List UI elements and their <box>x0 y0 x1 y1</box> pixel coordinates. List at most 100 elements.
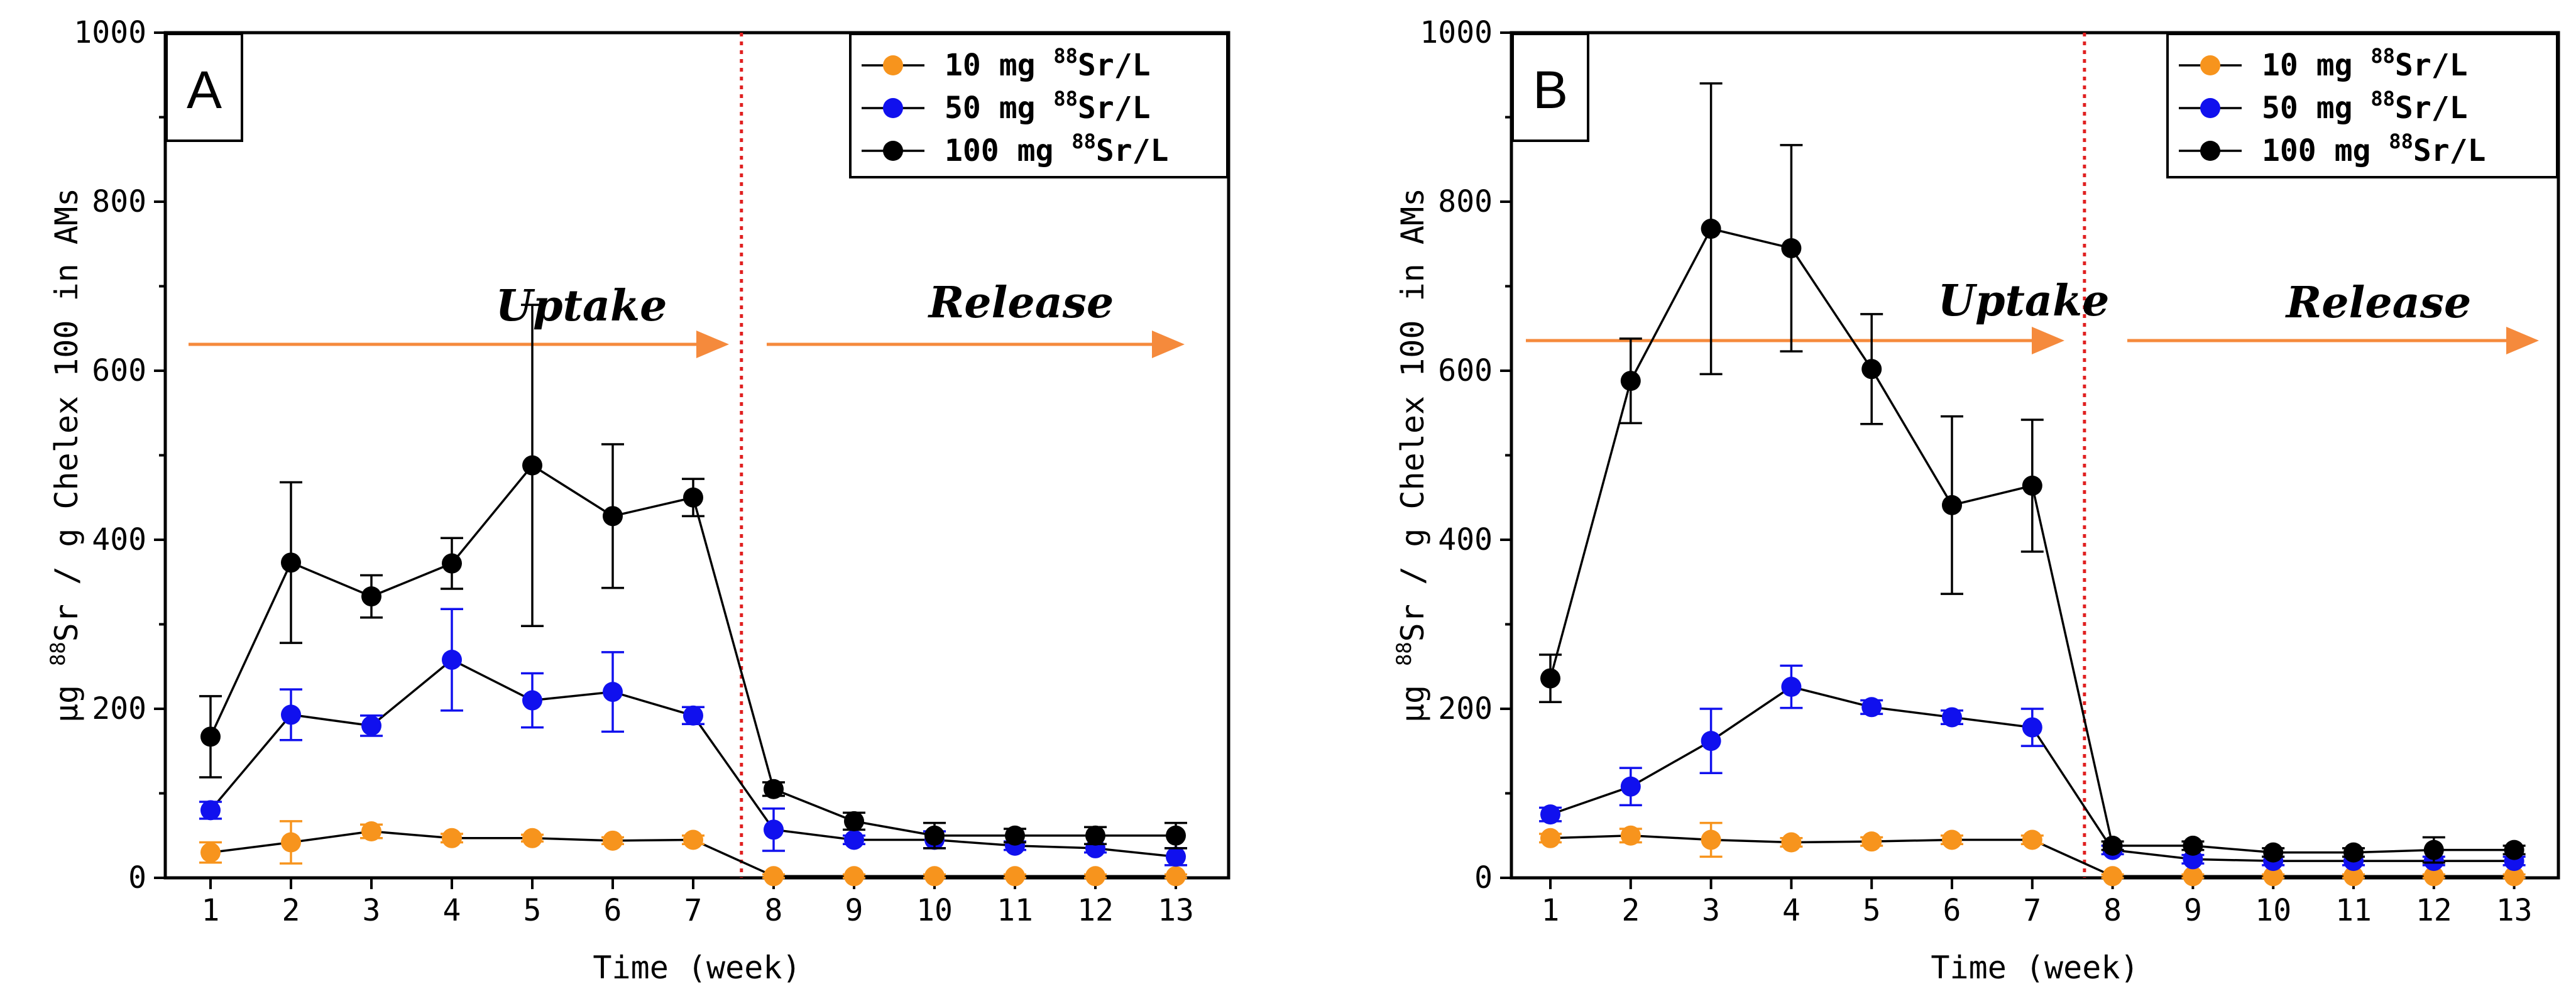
phase-arrow-head <box>696 331 729 358</box>
y-axis-title: μg 88Sr / g Chelex 100 in AMs <box>46 188 85 723</box>
legend-item-2: 100 mg 88Sr/L <box>2179 129 2486 168</box>
data-point <box>2102 835 2123 856</box>
data-point <box>1620 825 1641 846</box>
x-tick-label: 2 <box>1621 893 1640 928</box>
data-point <box>603 506 623 527</box>
data-point <box>1166 825 1186 846</box>
data-point <box>2022 717 2042 738</box>
data-point <box>1540 668 1560 689</box>
y-tick-label: 1000 <box>74 15 146 50</box>
data-point <box>844 811 864 831</box>
x-tick-label: 8 <box>765 893 783 928</box>
legend-label-sup: 88 <box>1072 129 1096 153</box>
legend-label: 10 mg 88Sr/L <box>945 44 1151 83</box>
x-axis-title: Time (week) <box>1931 949 2139 986</box>
data-point <box>1166 846 1186 867</box>
legend-label-sup: 88 <box>2370 87 2395 111</box>
phase-label-uptake: Uptake <box>496 281 667 331</box>
x-tick-label: 12 <box>1077 893 1114 928</box>
x-tick-label: 10 <box>2255 893 2291 928</box>
legend-marker <box>883 55 903 75</box>
data-point <box>844 829 864 850</box>
data-point <box>1620 776 1641 797</box>
series-0 <box>199 820 1187 887</box>
y-axis-title-post: Sr / g Chelex 100 in AMs <box>48 188 85 642</box>
data-point <box>2183 835 2203 856</box>
data-point <box>1942 707 1962 728</box>
x-tick-label: 13 <box>1158 893 1194 928</box>
x-tick-label: 4 <box>443 893 461 928</box>
data-point <box>1701 731 1721 752</box>
data-point <box>361 821 381 842</box>
data-point <box>2343 842 2364 863</box>
phase-label-uptake: Uptake <box>1938 276 2110 326</box>
data-point <box>1620 371 1641 391</box>
panel-letter-box <box>165 33 243 142</box>
data-point <box>2343 866 2364 887</box>
legend-label-sup: 88 <box>1053 87 1078 111</box>
legend-label-post: Sr/L <box>2413 133 2486 168</box>
data-point <box>281 704 301 725</box>
legend-label-post: Sr/L <box>2395 90 2468 126</box>
data-point <box>2263 842 2284 863</box>
data-point <box>1701 219 1721 239</box>
y-tick-label: 0 <box>128 860 146 895</box>
series-2 <box>199 304 1187 850</box>
data-point <box>1005 825 1025 846</box>
x-tick-label: 7 <box>684 893 703 928</box>
legend-label-pre: 10 mg <box>945 48 1053 83</box>
y-axis-title-sup: 88 <box>1392 642 1416 666</box>
data-point <box>764 866 784 887</box>
x-tick-label: 5 <box>523 893 542 928</box>
data-point <box>1861 359 1882 380</box>
phase-label-release: Release <box>928 278 1114 328</box>
data-point <box>2022 475 2042 496</box>
x-tick-label: 11 <box>997 893 1033 928</box>
legend-label-sup: 88 <box>2370 44 2395 68</box>
y-tick-label: 400 <box>92 522 146 557</box>
phase-label-release: Release <box>2285 278 2471 328</box>
legend-box <box>849 33 1229 178</box>
x-tick-label: 1 <box>202 893 220 928</box>
legend-item-2: 100 mg 88Sr/L <box>862 129 1168 168</box>
data-point <box>683 829 703 850</box>
x-tick-label: 3 <box>363 893 381 928</box>
data-point <box>1540 804 1560 825</box>
data-point <box>281 552 301 573</box>
x-tick-label: 5 <box>1863 893 1881 928</box>
data-point <box>522 690 542 711</box>
data-point <box>1781 238 1802 258</box>
data-point <box>442 828 462 848</box>
data-point <box>1781 677 1802 697</box>
data-point <box>2504 840 2524 860</box>
phase-arrow-head <box>2506 327 2539 354</box>
series-line <box>209 464 1176 837</box>
y-axis-title-group: μg 88Sr / g Chelex 100 in AMs <box>1392 188 1431 723</box>
y-tick-label: 1000 <box>1420 15 1493 50</box>
y-tick-label: 200 <box>1438 691 1493 726</box>
data-point <box>200 726 221 747</box>
legend-label-pre: 50 mg <box>2262 90 2370 126</box>
panel-letter: B <box>1533 60 1568 119</box>
y-tick-label: 800 <box>1438 184 1493 219</box>
legend-marker <box>883 141 903 161</box>
panel-letter: A <box>187 60 222 119</box>
data-point <box>1085 866 1105 887</box>
data-point <box>924 825 945 846</box>
phase-arrow-head <box>2032 327 2064 354</box>
y-axis-title-sup: 88 <box>46 642 70 666</box>
legend-marker <box>2200 141 2220 161</box>
data-point <box>2263 866 2284 887</box>
data-point <box>1701 829 1721 850</box>
series-2 <box>1539 82 2526 864</box>
series-1 <box>199 608 1187 867</box>
legend-label-pre: 10 mg <box>2262 48 2370 83</box>
legend-marker <box>2200 98 2220 118</box>
data-point <box>1540 828 1560 848</box>
y-axis-title-pre: μg <box>48 666 85 723</box>
data-point <box>1166 866 1186 887</box>
data-point <box>1005 866 1025 887</box>
data-point <box>1942 495 1962 515</box>
